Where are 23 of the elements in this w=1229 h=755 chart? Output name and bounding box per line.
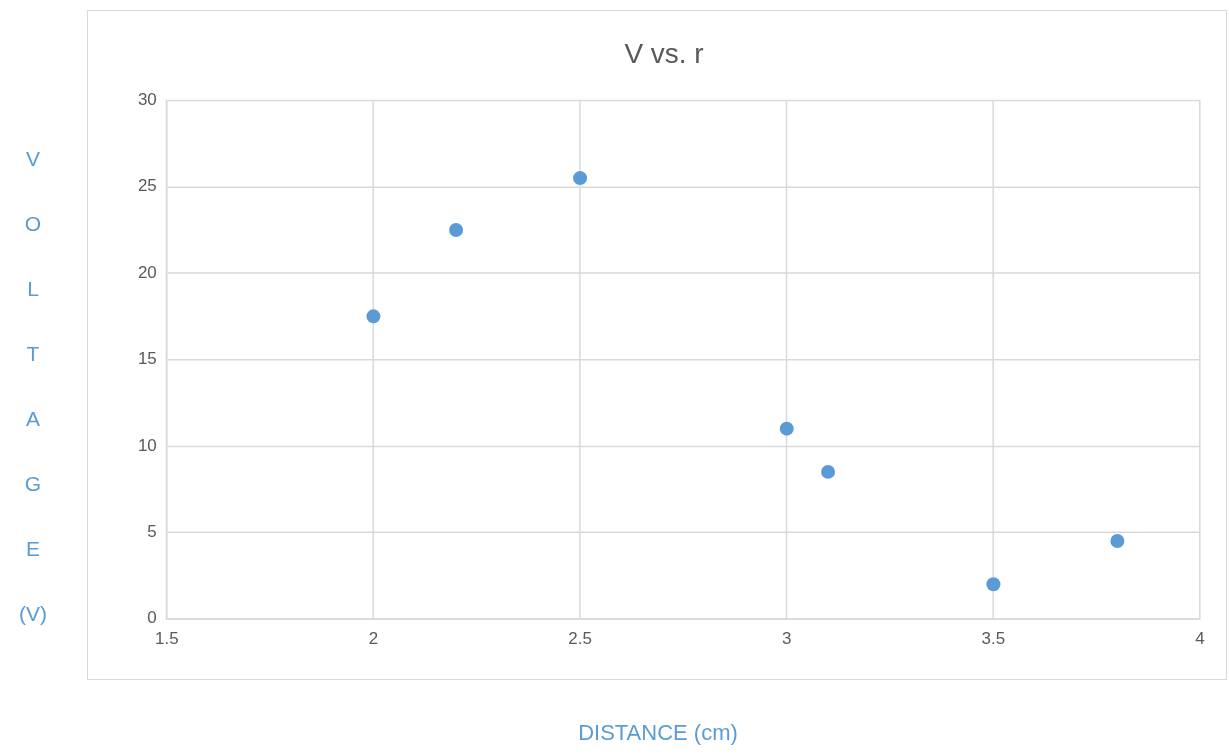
y-tick-label: 15 [137, 349, 157, 369]
y-tick-label: 20 [137, 262, 157, 282]
point [821, 464, 836, 479]
y-tick-label: 0 [147, 608, 157, 628]
x-tick-label: 2.5 [568, 628, 592, 648]
point [779, 421, 794, 436]
x-tick-label: 2 [368, 628, 379, 648]
y-tick-label: 5 [147, 522, 157, 542]
y-tick-label: 25 [137, 176, 157, 196]
x-tick-label: 3 [782, 628, 792, 648]
y-tick-label: 10 [137, 435, 157, 455]
x-tick-label: 4 [1195, 628, 1205, 648]
y-tick-label: 30 [137, 90, 157, 109]
point [1110, 534, 1125, 548]
point [986, 577, 1001, 592]
text: VOLTAGE (V) [19, 147, 47, 625]
x-tick-label: 3.5 [981, 628, 1006, 648]
chart-title: V vs. r [624, 38, 704, 70]
x-axis-title: DISTANCE (cm) [577, 720, 739, 746]
point [449, 222, 464, 237]
point [573, 171, 588, 186]
point [366, 309, 381, 324]
x-tick-label: 1.5 [154, 628, 179, 648]
